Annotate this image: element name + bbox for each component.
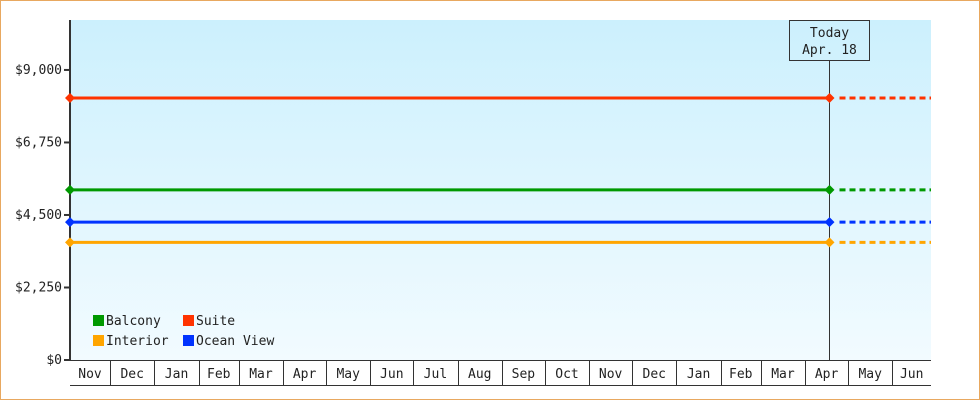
y-tick-label: $0 (46, 353, 62, 368)
x-tick-label: Mar (771, 367, 795, 382)
x-tick-label: Nov (599, 367, 623, 382)
x-tick-label: Jan (165, 367, 188, 382)
y-tick-label: $9,000 (15, 63, 62, 78)
data-point (824, 217, 835, 228)
x-tick-label: Apr (293, 367, 317, 382)
x-tick-label: Aug (468, 367, 491, 382)
legend-swatch (93, 315, 104, 326)
x-tick-label: Oct (555, 367, 578, 382)
x-tick-label: Mar (249, 367, 273, 382)
x-tick-label: Apr (815, 367, 839, 382)
data-point (65, 237, 75, 248)
data-point (824, 92, 835, 103)
data-point (824, 237, 835, 248)
data-point (65, 184, 75, 195)
legend-swatch (183, 335, 194, 346)
legend-swatch (93, 335, 104, 346)
y-tick-label: $6,750 (15, 135, 62, 150)
x-tick-label: Dec (643, 367, 666, 382)
x-tick-label: May (858, 367, 882, 382)
x-tick-label: Dec (120, 367, 143, 382)
x-tick-label: Feb (207, 367, 231, 382)
today-box (789, 20, 870, 61)
x-tick-label: Jan (687, 367, 710, 382)
data-point (65, 92, 75, 103)
x-tick-label: May (336, 367, 360, 382)
legend-label: Suite (196, 314, 235, 329)
legend-swatch (183, 315, 194, 326)
today-label: Today (810, 26, 849, 41)
y-tick-label: $4,500 (15, 208, 62, 223)
x-tick-label: Jun (900, 367, 923, 382)
x-tick-label: Jun (380, 367, 403, 382)
legend-label: Ocean View (196, 334, 274, 349)
x-tick-label: Feb (729, 367, 753, 382)
legend-label: Interior (106, 334, 169, 349)
today-date: Apr. 18 (802, 43, 857, 58)
legend-label: Balcony (106, 314, 161, 329)
y-tick-label: $2,250 (15, 280, 62, 295)
x-tick-label: Nov (78, 367, 102, 382)
x-tick-label: Jul (424, 367, 447, 382)
data-point (824, 184, 835, 195)
x-tick-label: Sep (512, 367, 536, 382)
data-point (65, 217, 75, 228)
